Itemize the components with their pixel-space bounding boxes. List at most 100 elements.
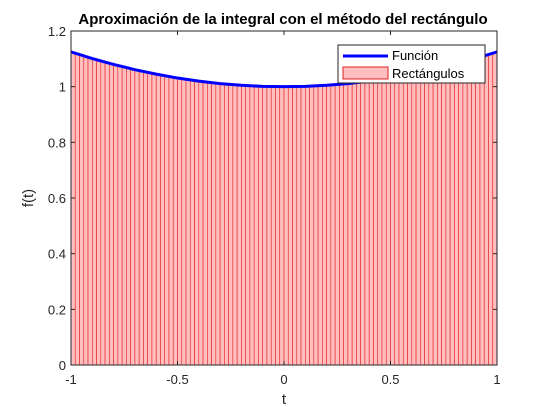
y-axis-label: f(t) bbox=[20, 189, 37, 207]
rectangle-bar bbox=[432, 69, 438, 366]
rectangle-bar bbox=[381, 78, 387, 366]
rectangle-bar bbox=[138, 70, 144, 366]
rectangle-bar bbox=[368, 80, 374, 366]
rectangle-bar bbox=[364, 81, 370, 366]
rectangle-bar bbox=[415, 72, 421, 366]
rectangle-bar bbox=[70, 51, 76, 366]
rectangle-bar bbox=[347, 83, 353, 366]
rectangle-bar bbox=[492, 52, 498, 366]
rectangle-bar bbox=[479, 56, 485, 366]
rectangle-bar bbox=[185, 78, 191, 366]
rectangle-bar bbox=[121, 66, 127, 366]
rectangle-bar bbox=[385, 78, 391, 366]
rectangle-bar bbox=[181, 78, 187, 366]
rectangle-bar bbox=[483, 55, 489, 366]
rectangle-bar bbox=[258, 85, 264, 366]
rectangle-bar bbox=[164, 75, 170, 366]
x-axis: -1 -0.5 0 0.5 1 bbox=[65, 31, 501, 387]
rectangle-bar bbox=[117, 65, 123, 366]
rectangle-bar bbox=[143, 71, 148, 366]
rectangle-bar bbox=[373, 80, 379, 366]
legend: Función Rectángulos bbox=[337, 44, 486, 84]
legend-rectangles-swatch bbox=[342, 66, 389, 80]
rectangle-bar bbox=[130, 68, 136, 366]
rectangle-bar bbox=[360, 81, 366, 366]
y-tick-label: 1.2 bbox=[48, 24, 66, 39]
rectangle-bar bbox=[109, 62, 114, 366]
rectangle-bar bbox=[241, 84, 246, 366]
rectangle-bar bbox=[202, 81, 208, 366]
rectangle-bar bbox=[100, 60, 106, 366]
rectangle-bar bbox=[74, 52, 80, 366]
legend-function-label: Función bbox=[392, 48, 438, 63]
rectangle-bar bbox=[475, 58, 481, 366]
rectangle-bar bbox=[437, 68, 442, 366]
rectangle-bar bbox=[471, 59, 477, 366]
rectangles-group bbox=[70, 51, 498, 366]
rectangle-bar bbox=[87, 56, 93, 366]
rectangle-bar bbox=[458, 62, 464, 366]
rectangle-bar bbox=[296, 86, 302, 366]
rectangle-bar bbox=[398, 76, 404, 366]
rectangle-bar bbox=[343, 83, 349, 366]
rectangle-bar bbox=[351, 82, 357, 366]
chart-title: Aproximación de la integral con el métod… bbox=[78, 11, 487, 28]
y-tick-label: 0.4 bbox=[48, 247, 66, 262]
rectangle-bar bbox=[245, 85, 251, 366]
x-tick-label: 0 bbox=[280, 372, 287, 387]
rectangle-bar bbox=[454, 64, 459, 366]
rectangle-bar bbox=[488, 54, 494, 366]
rectangle-bar bbox=[211, 82, 217, 366]
rectangle-bar bbox=[104, 61, 110, 366]
rectangle-bar bbox=[270, 86, 276, 366]
rectangle-bar bbox=[322, 85, 327, 366]
y-tick-label: 0.6 bbox=[48, 191, 66, 206]
rectangle-bar bbox=[249, 85, 255, 366]
rectangle-bar bbox=[189, 79, 195, 366]
y-tick-label: 0.2 bbox=[48, 302, 66, 317]
rectangle-bar bbox=[449, 65, 455, 366]
rectangle-bar bbox=[292, 86, 298, 366]
rectangle-bar bbox=[155, 73, 161, 366]
rectangle-bar bbox=[151, 72, 157, 366]
rectangle-bar bbox=[326, 84, 332, 366]
rectangle-bar bbox=[428, 70, 434, 366]
rectangle-bar bbox=[309, 85, 315, 366]
rectangle-bar bbox=[356, 82, 361, 366]
rectangle-bar bbox=[300, 86, 306, 366]
rectangle-bar bbox=[113, 64, 119, 366]
rectangle-bar bbox=[96, 59, 102, 366]
y-tick-label: 0.8 bbox=[48, 135, 66, 150]
y-tick-label: 1 bbox=[59, 80, 66, 95]
rectangle-bar bbox=[160, 74, 166, 366]
rectangle-bar bbox=[334, 84, 340, 366]
rectangle-bar bbox=[232, 84, 238, 366]
rectangle-bar bbox=[313, 85, 319, 366]
rectangle-bar bbox=[266, 86, 272, 366]
rectangle-bar bbox=[394, 76, 400, 366]
legend-rectangles-label: Rectángulos bbox=[392, 66, 465, 81]
x-tick-label: -1 bbox=[65, 372, 77, 387]
rectangle-bar bbox=[445, 66, 451, 366]
rectangle-bar bbox=[253, 85, 259, 366]
rectangle-bar bbox=[462, 61, 468, 366]
rectangle-bar bbox=[411, 73, 417, 366]
rectangle-bar bbox=[287, 86, 293, 366]
rectangle-bar bbox=[317, 85, 323, 366]
rectangle-bar bbox=[236, 84, 242, 366]
rectangle-bar bbox=[126, 67, 131, 366]
rectangle-bar bbox=[330, 84, 336, 366]
rectangle-bar bbox=[83, 55, 89, 366]
rectangle-bar bbox=[420, 72, 425, 366]
rectangle-bar bbox=[466, 60, 472, 366]
rectangle-bar bbox=[377, 79, 383, 366]
x-tick-label: 1 bbox=[493, 372, 500, 387]
x-axis-label: t bbox=[282, 391, 287, 407]
rectangle-bar bbox=[194, 80, 200, 366]
rectangle-bar bbox=[228, 83, 234, 366]
rectangle-bar bbox=[279, 86, 285, 366]
rectangle-bar bbox=[283, 86, 289, 366]
rectangle-bar bbox=[402, 75, 408, 366]
rectangle-bar bbox=[134, 69, 140, 366]
